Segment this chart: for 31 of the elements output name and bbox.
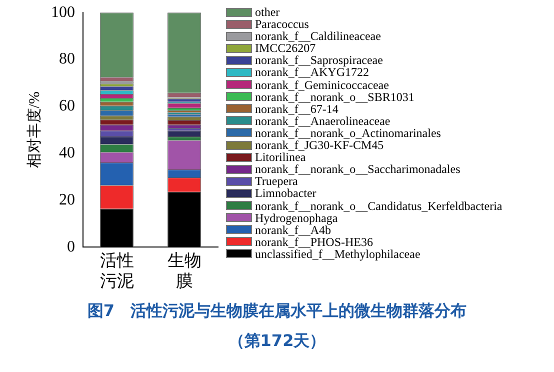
legend-label: Truepera [255, 174, 298, 188]
legend-label: Limnobacter [255, 186, 316, 200]
legend-label: norank_f_JG30-KF-CM45 [255, 138, 384, 152]
legend-label: IMCC26207 [255, 41, 316, 56]
y-tick-label: 60 [59, 98, 75, 115]
y-tick-label: 80 [59, 50, 75, 68]
legend-label: norank_f__67-14 [255, 102, 338, 116]
text: （第172天） [227, 330, 327, 352]
legend-label: other [255, 5, 280, 19]
legend-label: norank_f__Anaerolineaceae [255, 114, 390, 128]
legend-label: norank_f__Saprospiraceae [255, 53, 383, 68]
legend-label: norank_f_Geminicoccaceae [255, 78, 389, 92]
legend-label: norank_f__norank_o__Saccharimonadales [255, 162, 460, 176]
legend-label: norank_f__norank_o_Actinomarinales [255, 126, 441, 140]
legend-label: unclassified_f__Methylophilaceae [255, 246, 420, 261]
y-tick-label: 40 [59, 144, 75, 162]
legend-label: norank_f__norank_o__Candidatus_Kerfeldbacteria [255, 198, 502, 212]
legend-label: Paracoccus [255, 17, 309, 32]
legend-label: norank_f__Caldilineaceae [255, 29, 381, 44]
legend-label: norank_f__PHOS-HE36 [255, 234, 373, 249]
legend-label: norank_f__norank_o__SBR1031 [255, 90, 414, 104]
legend-label: Litorilinea [255, 150, 306, 164]
legend-label: Hydrogenophaga [255, 210, 338, 225]
y-tick-label: 0 [67, 238, 75, 256]
text: 图7 活性污泥与生物膜在属水平上的微生物群落分布 [86, 300, 468, 322]
y-tick-label: 20 [59, 191, 75, 208]
legend-label: norank_f__AKYG1722 [255, 65, 369, 80]
y-axis-title: 相对丰度/% [26, 92, 43, 168]
x-tick-label: 生物膜 [167, 250, 202, 290]
y-tick-label: 100 [51, 4, 75, 21]
x-tick-label: 活性污泥 [100, 250, 134, 290]
